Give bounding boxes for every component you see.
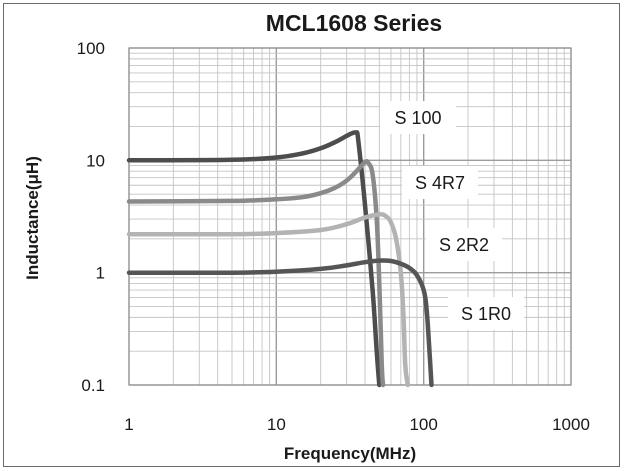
series-label-box [402,166,478,199]
series-line-4 [126,258,434,388]
series-labels: S 100 S 4R7 S 2R2 S 1R0 [380,101,524,330]
y-axis-title: Inductance(μH) [23,156,42,280]
series-label-box [380,101,456,134]
x-tick-label: 1000 [552,415,590,434]
grid [128,47,572,386]
tick-labels: 1 10 100 1000 0.1 1 10 100 [77,39,590,434]
chart-title: MCL1608 Series [266,10,442,36]
series-line-1 [126,130,382,388]
series-label: S 1R0 [461,304,511,324]
series-label: S 2R2 [439,235,489,255]
series-line-3 [126,212,411,388]
y-tick-label: 1 [96,264,105,283]
y-tick-label: 0.1 [81,376,105,395]
series-label-box [448,297,524,330]
series-label: S 100 [394,108,441,128]
series-label: S 4R7 [415,173,465,193]
series-lines [126,130,434,388]
series-label-box [426,228,502,261]
plot-border [128,47,572,386]
y-tick-label: 100 [77,39,105,58]
x-tick-label: 10 [267,415,286,434]
x-tick-label: 1 [124,415,133,434]
x-axis-title: Frequency(MHz) [284,444,416,463]
series-line-2 [126,158,386,388]
plot-area [129,48,571,385]
y-tick-label: 10 [86,151,105,170]
x-tick-label: 100 [409,415,437,434]
